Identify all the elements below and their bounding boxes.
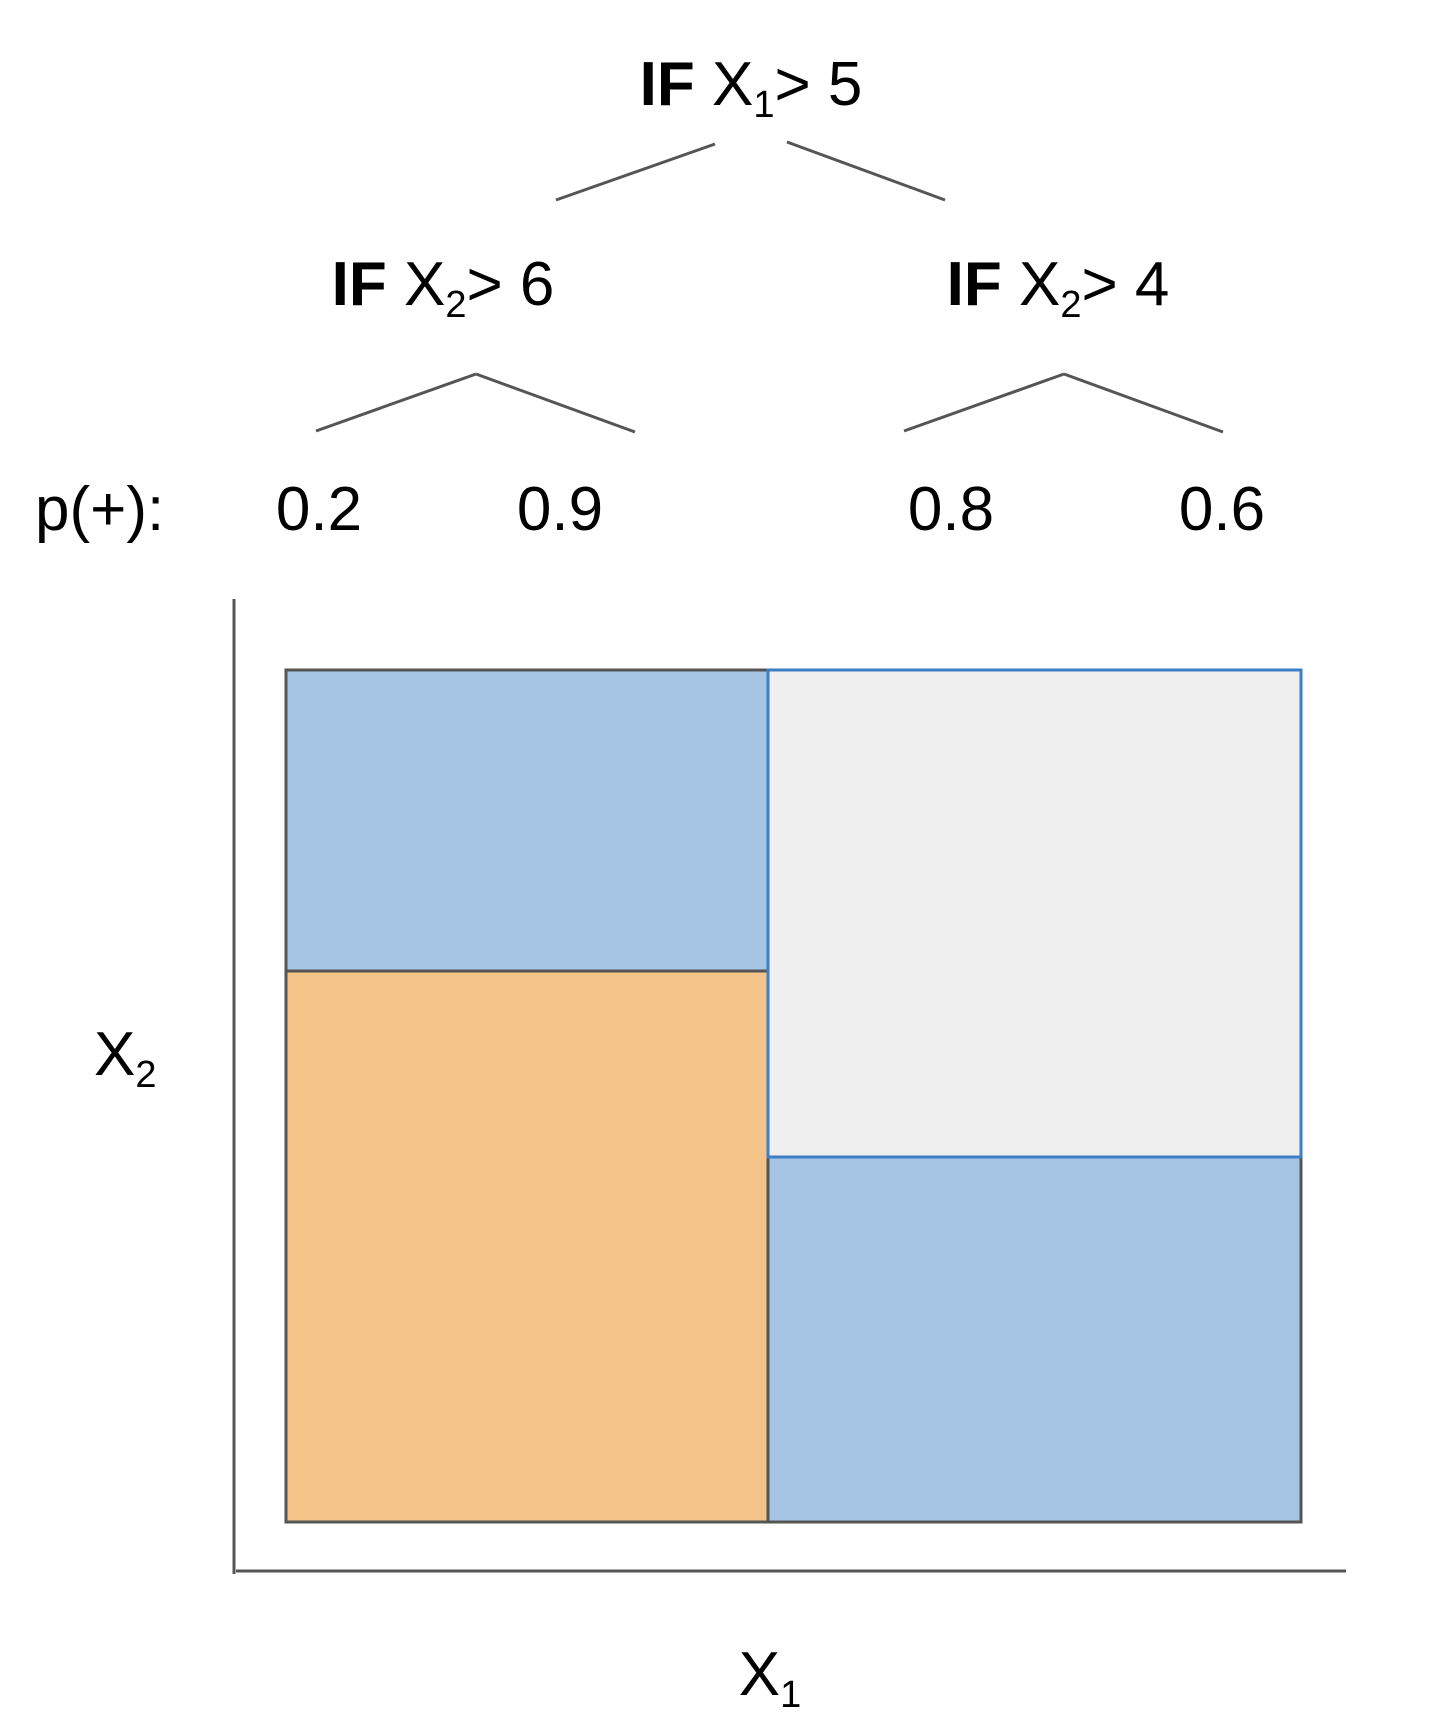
edge-left-1 (315, 372, 477, 433)
region-left-top (284, 668, 770, 973)
root-node-rest: > 5 (774, 50, 862, 119)
leaf-value: 0.9 (517, 475, 603, 544)
left-node-prefix: IF (332, 250, 387, 319)
right-node-sub: 2 (1060, 284, 1081, 326)
root-node: IF X1> 5 (640, 50, 863, 126)
prob-label: p(+): (35, 475, 164, 544)
right-node-rest: > 4 (1081, 250, 1169, 319)
region-right-bottom (766, 1155, 1303, 1524)
root-node-prefix: IF (640, 50, 695, 119)
right-node: IF X2> 4 (947, 250, 1170, 326)
y-axis-label-var: X (94, 1020, 135, 1089)
root-node-var: X (712, 50, 753, 119)
leaf-value: 0.6 (1179, 475, 1265, 544)
edge-right-1 (903, 372, 1065, 433)
left-node-var: X (404, 250, 445, 319)
edge-root-left (555, 142, 716, 202)
left-node: IF X2> 6 (332, 250, 555, 326)
region-right-top (766, 668, 1303, 1159)
region-left-bottom (284, 969, 770, 1524)
edge-left-2 (475, 372, 636, 434)
leaf-value: 0.2 (276, 475, 362, 544)
right-node-prefix: IF (947, 250, 1002, 319)
edge-root-right (786, 140, 946, 202)
x-axis-label-var: X (739, 1640, 780, 1709)
x-axis-label-sub: 1 (780, 1674, 801, 1716)
root-node-sub: 1 (753, 84, 774, 126)
left-node-rest: > 6 (466, 250, 554, 319)
right-node-var: X (1019, 250, 1060, 319)
left-node-sub: 2 (445, 284, 466, 326)
leaf-value: 0.8 (908, 475, 994, 544)
y-axis-label: X2 (94, 1020, 157, 1096)
x-axis-label: X1 (739, 1640, 802, 1716)
y-axis-label-sub: 2 (135, 1054, 156, 1096)
edge-right-2 (1063, 372, 1224, 434)
